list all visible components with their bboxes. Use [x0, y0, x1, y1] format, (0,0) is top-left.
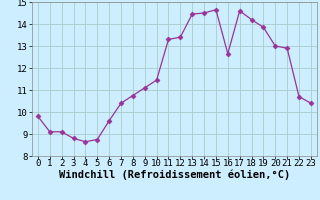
X-axis label: Windchill (Refroidissement éolien,°C): Windchill (Refroidissement éolien,°C): [59, 169, 290, 180]
